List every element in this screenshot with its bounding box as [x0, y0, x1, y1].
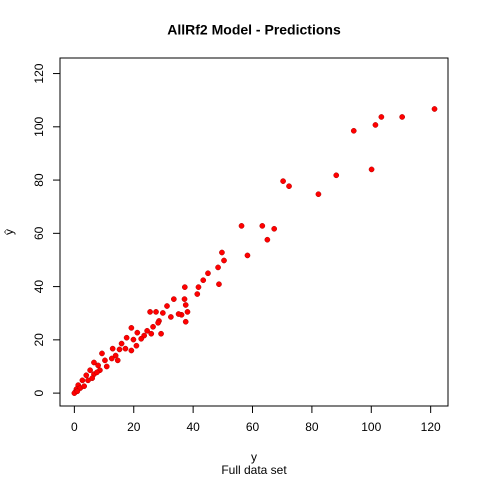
point — [372, 122, 379, 128]
y-tick-label: 100 — [32, 116, 46, 136]
x-tick-label: 120 — [421, 420, 441, 434]
point — [431, 106, 438, 112]
chart-title: AllRf2 Model - Predictions — [167, 22, 341, 38]
x-axis-label: y — [251, 450, 257, 464]
x-tick-label: 80 — [305, 420, 319, 434]
point — [259, 223, 266, 229]
point — [150, 323, 156, 330]
point — [286, 183, 292, 190]
point — [99, 350, 105, 357]
point — [91, 359, 97, 366]
point — [153, 309, 159, 315]
x-tick-label: 0 — [71, 420, 78, 434]
point — [164, 303, 170, 309]
point — [134, 329, 141, 336]
point — [89, 375, 96, 382]
point — [94, 369, 100, 376]
point — [109, 345, 116, 352]
point — [271, 225, 278, 232]
point — [219, 249, 225, 256]
x-tick-label: 60 — [246, 420, 260, 434]
point — [83, 372, 90, 379]
point — [128, 325, 135, 331]
point — [333, 172, 340, 179]
point — [130, 336, 137, 343]
y-tick-label: 0 — [32, 389, 46, 396]
point — [155, 319, 161, 326]
point — [182, 318, 189, 325]
point — [399, 114, 406, 120]
point — [200, 277, 207, 284]
point — [138, 335, 145, 342]
point — [238, 223, 245, 229]
point — [181, 284, 188, 290]
point — [87, 367, 93, 374]
y-tick-label: 40 — [32, 280, 46, 294]
point — [147, 309, 153, 315]
point — [221, 257, 227, 264]
point — [368, 166, 375, 173]
point — [116, 346, 123, 353]
y-tick-label: 60 — [32, 226, 46, 240]
point — [81, 383, 88, 390]
point — [168, 314, 174, 320]
point — [122, 345, 129, 352]
point — [144, 327, 150, 334]
point — [216, 281, 222, 288]
x-tick-label: 40 — [186, 420, 200, 434]
point — [128, 347, 135, 354]
point — [108, 355, 115, 362]
point — [205, 270, 211, 277]
point — [102, 357, 108, 364]
y-axis-label: ŷ — [2, 229, 16, 235]
point — [148, 330, 155, 337]
point — [74, 388, 81, 395]
point — [244, 252, 251, 259]
point — [158, 330, 164, 337]
point — [264, 236, 271, 243]
point — [181, 296, 188, 302]
point — [118, 340, 125, 347]
plot-box — [59, 57, 449, 407]
point — [378, 114, 385, 120]
point — [133, 342, 140, 349]
point — [350, 127, 357, 134]
y-tick-label: 80 — [32, 173, 46, 187]
subtitle: Full data set — [221, 463, 287, 477]
point — [114, 357, 121, 364]
point — [184, 309, 191, 315]
x-tick-label: 100 — [361, 420, 381, 434]
x-tick-label: 20 — [127, 420, 141, 434]
point — [280, 178, 286, 184]
point — [175, 311, 182, 317]
y-tick-label: 120 — [32, 63, 46, 83]
point — [79, 377, 86, 384]
point — [182, 302, 189, 308]
point — [159, 310, 166, 316]
y-tick-label: 20 — [32, 333, 46, 347]
point — [103, 363, 110, 370]
point — [170, 296, 177, 302]
point — [315, 191, 322, 198]
point — [95, 362, 101, 369]
point — [194, 291, 201, 297]
point — [112, 352, 119, 359]
point — [215, 264, 221, 271]
point — [123, 334, 130, 341]
point — [195, 284, 202, 290]
